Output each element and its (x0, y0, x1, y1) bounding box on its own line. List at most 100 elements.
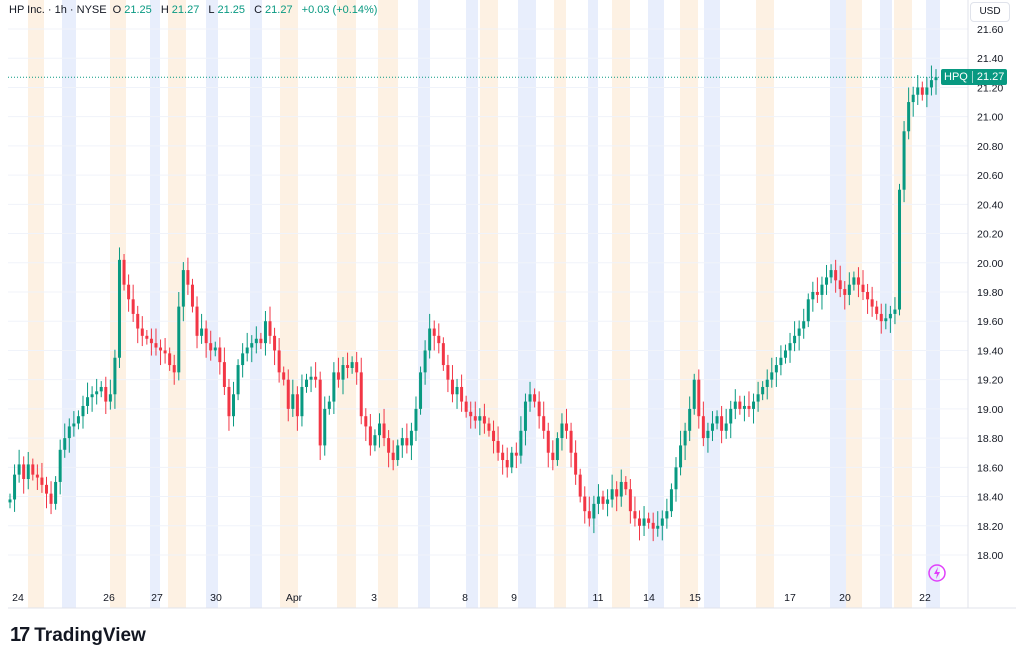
candle-body (414, 408, 418, 431)
candle-body (720, 416, 724, 431)
candle-body (825, 277, 829, 285)
candle (633, 496, 637, 527)
candle (884, 303, 888, 330)
candle (22, 456, 26, 494)
session-band (418, 0, 430, 608)
session-band (926, 0, 940, 608)
candle-body (355, 362, 359, 373)
candle-body (437, 335, 441, 344)
candle (446, 354, 450, 393)
candle-body (359, 372, 363, 417)
candle (90, 386, 94, 412)
candle-body (200, 328, 204, 336)
candle (450, 365, 454, 403)
session-band (378, 0, 398, 608)
price-tick-label: 18.00 (977, 550, 1003, 562)
candle-body (879, 313, 883, 322)
candle (113, 349, 117, 409)
candle-body (697, 379, 701, 417)
candle (843, 281, 847, 310)
candle (131, 284, 135, 322)
candle (482, 403, 486, 434)
candle-body (533, 394, 537, 402)
candle-body (838, 280, 842, 290)
candle-body (692, 379, 696, 409)
candle-body (902, 131, 906, 190)
candle (610, 474, 614, 508)
candle-body (528, 394, 532, 402)
tradingview-logo[interactable]: 17 TradingView (10, 624, 146, 647)
candle-body (856, 277, 860, 285)
candle-body (574, 452, 578, 475)
candle (651, 512, 655, 542)
candle-body (464, 401, 468, 412)
candle (359, 357, 363, 425)
candle (200, 313, 204, 344)
candle (72, 411, 76, 437)
candle-body (546, 430, 550, 453)
candle-body (875, 306, 879, 314)
candle-body (793, 335, 797, 344)
candle-body (58, 449, 62, 482)
candle-body (806, 299, 810, 322)
candle-body (405, 438, 409, 446)
time-axis: 24 26 27 30 Apr 3 8 9 11 14 15 17 20 22 (12, 592, 931, 604)
candle (642, 506, 646, 537)
time-tick-label: 3 (371, 592, 377, 604)
candle (601, 490, 605, 510)
candle (729, 400, 733, 439)
candle (916, 75, 920, 105)
candle (920, 81, 924, 101)
candle-body (701, 416, 705, 439)
candle (177, 292, 181, 381)
candle (811, 281, 815, 312)
candle (492, 420, 496, 454)
candle (17, 449, 21, 483)
candle-body (779, 357, 783, 366)
candle-body (893, 309, 897, 314)
candle (295, 386, 299, 431)
high-value: 21.27 (171, 4, 200, 16)
candle (624, 476, 628, 496)
candle (218, 337, 222, 375)
price-tick-label: 18.40 (977, 492, 1003, 504)
session-band (250, 0, 262, 608)
candle (213, 341, 217, 357)
candle-body (177, 306, 181, 373)
candle (911, 86, 915, 117)
lightning-icon[interactable] (927, 563, 947, 583)
candle (26, 451, 30, 490)
high-label: H (160, 4, 169, 16)
time-tick-label: 9 (511, 592, 517, 604)
candle-body (117, 259, 121, 358)
candle-body (400, 438, 404, 446)
time-tick-label: 8 (462, 592, 468, 604)
candle (825, 264, 829, 295)
price-tick-label: 19.80 (977, 287, 1003, 299)
candle-body (195, 306, 199, 336)
candle-body (884, 318, 888, 322)
session-band (518, 0, 536, 608)
candle-body (245, 347, 249, 354)
candle (31, 458, 35, 481)
candle-body (67, 426, 71, 439)
candle-body (286, 379, 290, 409)
currency-button[interactable]: USD (970, 2, 1010, 22)
candle (350, 356, 354, 374)
candle (282, 366, 286, 386)
candle-body (159, 347, 163, 351)
candle (409, 422, 413, 461)
candle (441, 337, 445, 371)
candle-body (724, 423, 728, 431)
candle-body (99, 386, 103, 392)
candle-body (190, 284, 194, 307)
candle-body (268, 321, 272, 336)
candle-body (715, 416, 719, 424)
candle-body (628, 489, 632, 512)
candle-body (455, 386, 459, 395)
candle-body (282, 372, 286, 380)
candle (847, 272, 851, 306)
open-label: O (112, 4, 122, 16)
candle (460, 374, 464, 412)
